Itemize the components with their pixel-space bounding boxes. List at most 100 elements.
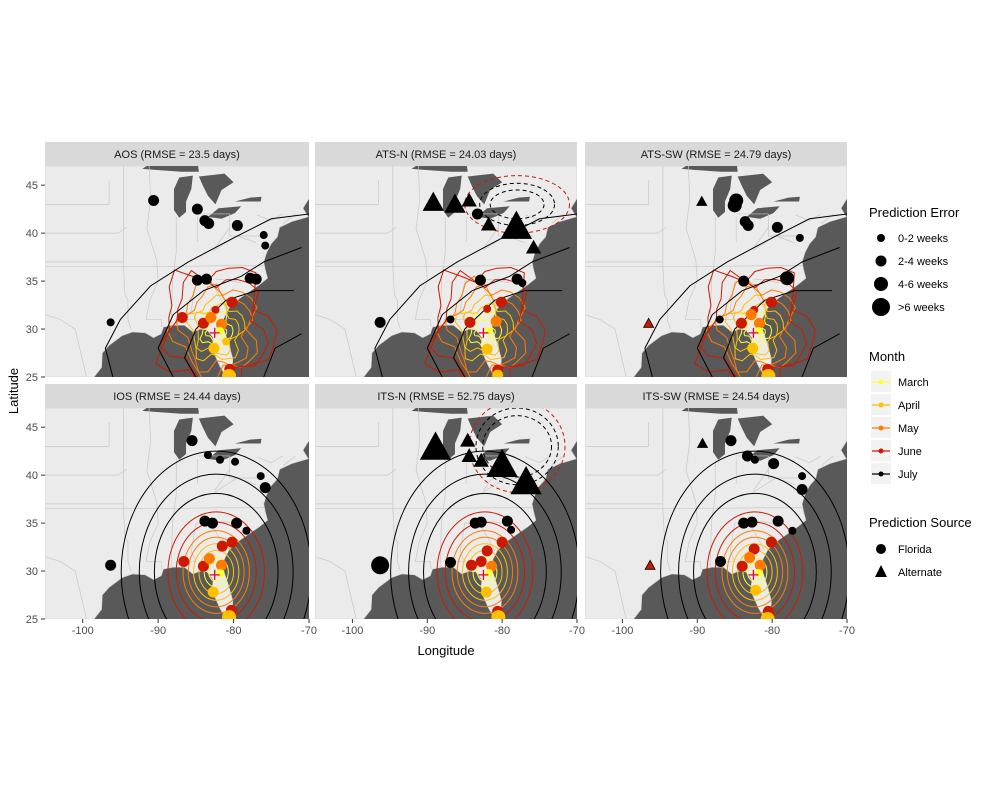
prediction-point-circle [736, 560, 748, 572]
state-border [315, 422, 379, 447]
y-axis-title: Latitude [6, 368, 21, 414]
prediction-point-triangle [444, 193, 466, 213]
prediction-point-circle [374, 316, 386, 328]
y-tick-label: 25 [26, 614, 38, 626]
prediction-point-circle [725, 435, 737, 447]
prediction-point-circle [768, 458, 780, 470]
state-border [45, 507, 265, 510]
panel-strip [45, 142, 309, 166]
state-border [123, 166, 132, 330]
x-tick-label: -90 [150, 625, 166, 637]
prediction-point-circle [492, 369, 504, 377]
prediction-point-circle [496, 536, 508, 548]
prediction-point-circle [148, 195, 160, 207]
state-border [551, 455, 564, 466]
prediction-point-circle [772, 515, 784, 527]
prediction-point-circle [191, 203, 203, 215]
contour-ring [473, 317, 496, 344]
legend-month-title: Month [869, 349, 905, 364]
contour-line-july [452, 290, 563, 377]
state-border [229, 455, 266, 479]
great-lake-1 [713, 417, 732, 460]
legend-error: Prediction Error 0-2 weeks 2-4 weeks 4-6… [869, 205, 960, 316]
prediction-point-triangle [480, 216, 497, 231]
x-tick-label: -70 [301, 625, 317, 637]
state-border [256, 455, 283, 464]
panel-its-n: ITS-N (RMSE = 52.75 days) [315, 384, 577, 619]
contour-line-july [426, 247, 570, 377]
prediction-point-circle [250, 273, 262, 285]
prediction-point-triangle [419, 431, 452, 460]
prediction-point-circle [446, 315, 455, 324]
prediction-point-circle [507, 525, 516, 534]
panel-map [315, 408, 577, 619]
prediction-point-circle [176, 312, 188, 324]
state-border [45, 227, 127, 234]
prediction-point-circle [765, 296, 777, 308]
prediction-point-circle [203, 553, 215, 565]
prediction-points [374, 191, 542, 377]
legend-error-symbol-0 [877, 234, 885, 242]
prediction-point-circle [215, 455, 224, 464]
prediction-point-circle [483, 304, 492, 313]
density-contours [120, 450, 309, 619]
prediction-point-circle [222, 610, 237, 619]
panel-strip [315, 384, 577, 408]
great-lake-2 [198, 173, 234, 205]
contour-ring-july [660, 450, 847, 619]
prediction-point-circle [226, 536, 238, 548]
contour-ring [738, 311, 773, 351]
contour-ring [724, 294, 785, 362]
panel-its-sw: ITS-SW (RMSE = 24.54 days) [585, 384, 847, 619]
prediction-point-circle [226, 296, 238, 308]
prediction-point-triangle [473, 452, 489, 467]
y-tick-label: 35 [26, 518, 38, 530]
prediction-points [644, 435, 808, 619]
state-border [585, 556, 627, 619]
prediction-point-circle [444, 556, 456, 568]
prediction-point-circle [484, 568, 493, 577]
contour-line-july [157, 247, 302, 377]
prediction-point-circle [780, 271, 795, 286]
y-tick-label: 35 [26, 276, 38, 288]
contour-ring [166, 275, 258, 377]
great-lake-4 [773, 438, 800, 444]
panel-ats-n: ATS-N (RMSE = 24.03 days) [315, 142, 577, 377]
state-border [585, 422, 649, 447]
prediction-point-circle [738, 517, 750, 529]
state-border [315, 507, 533, 510]
legend-month-label-1: April [898, 400, 920, 412]
great-lake-1 [173, 175, 193, 218]
prediction-points [105, 435, 271, 619]
prediction-point-circle [205, 312, 217, 324]
panel-strip [585, 142, 847, 166]
panel-title: ATS-N (RMSE = 24.03 days) [376, 149, 517, 161]
prediction-point-circle [242, 526, 251, 535]
state-border [585, 507, 803, 510]
contour-ring-alternate [489, 189, 545, 220]
state-border [45, 556, 87, 619]
prediction-point-circle [748, 543, 760, 555]
great-lake-2 [737, 415, 773, 447]
prediction-point-circle [216, 540, 228, 552]
prediction-point-circle [222, 337, 231, 346]
prediction-point-circle [735, 317, 747, 329]
prediction-point-circle [501, 515, 513, 527]
legend-source-label-1: Alternate [898, 567, 942, 579]
panel-title: ITS-N (RMSE = 52.75 days) [377, 391, 514, 403]
contour-ring [436, 511, 534, 619]
legend-source-label-0: Florida [898, 544, 933, 556]
panel-map [45, 166, 309, 377]
y-tick-label: 45 [26, 180, 38, 192]
contour-ring-july [120, 450, 309, 619]
y-tick-label: 25 [26, 372, 38, 384]
prediction-point-circle [222, 369, 237, 377]
contour-ring-july [153, 492, 279, 619]
state-border [45, 469, 127, 476]
great-lake-2 [467, 173, 503, 205]
prediction-point-circle [746, 516, 758, 528]
great-lake-2 [737, 173, 773, 205]
prediction-point-circle [796, 484, 808, 496]
prediction-point-circle [200, 273, 212, 285]
axes: Longitude Latitude 25 30 35 40 45 -100 -90 -80 -… [6, 180, 855, 658]
